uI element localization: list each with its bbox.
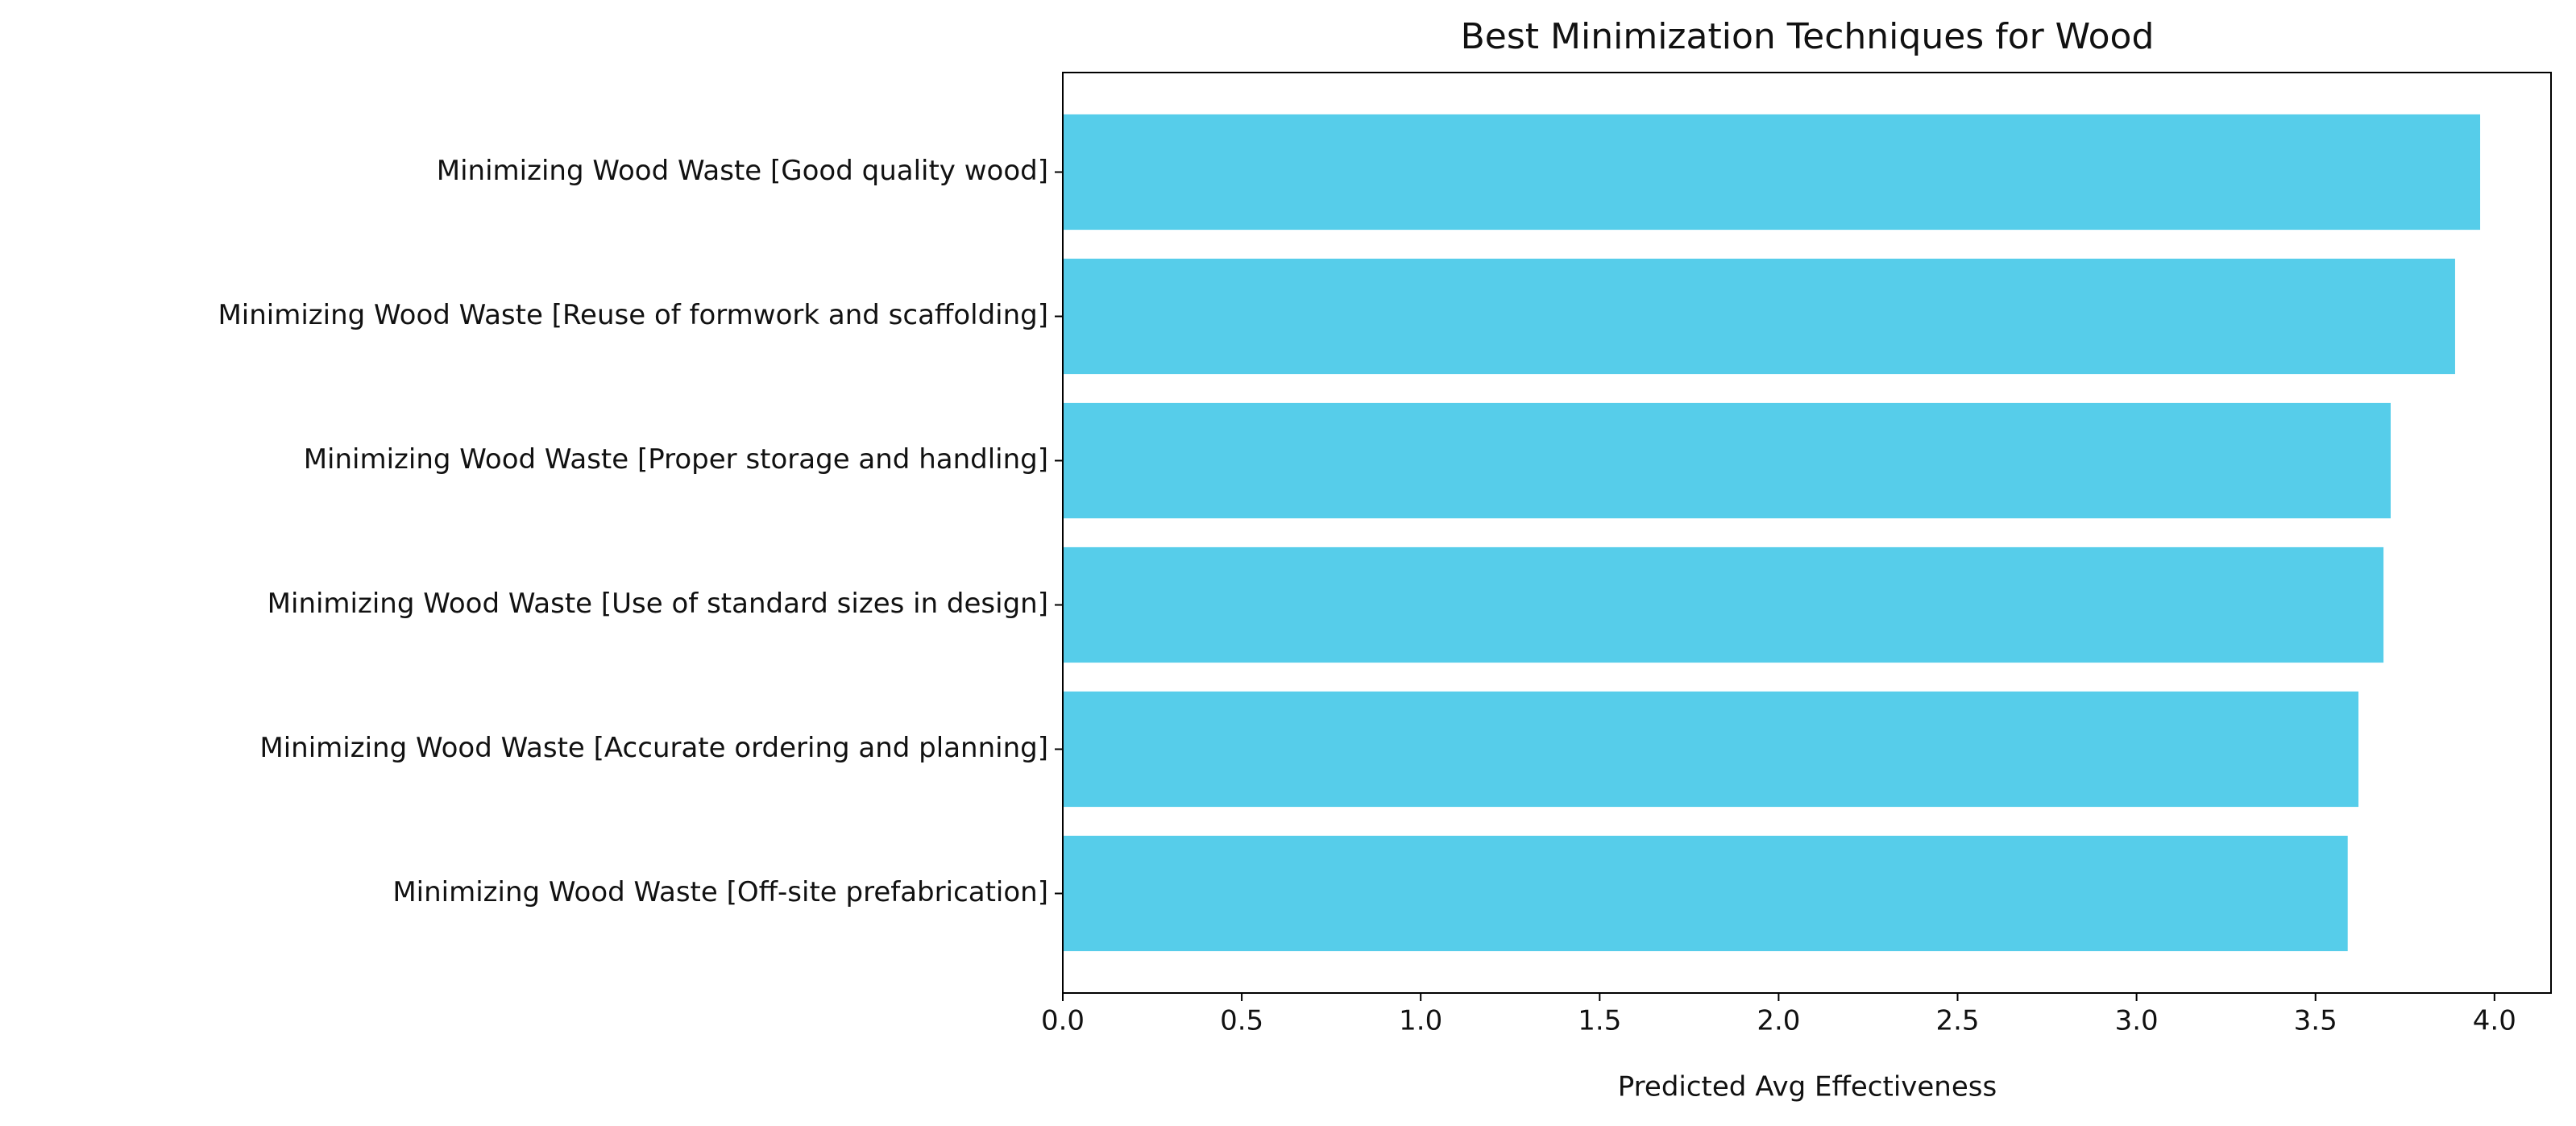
- bar: [1063, 835, 2348, 952]
- x-tick-label: 2.5: [1935, 1005, 1979, 1037]
- x-tick-label: 3.0: [2115, 1005, 2159, 1037]
- x-tick-label: 3.5: [2294, 1005, 2337, 1037]
- bar: [1063, 258, 2455, 375]
- y-tick-label: Minimizing Wood Waste [Reuse of formwork…: [218, 299, 1048, 331]
- y-tick-label: Minimizing Wood Waste [Off-site prefabri…: [392, 876, 1048, 908]
- x-axis-label: Predicted Avg Effectiveness: [1618, 1071, 1997, 1103]
- x-tick-label: 4.0: [2473, 1005, 2516, 1037]
- plot-frame: [1062, 72, 2552, 994]
- x-tick-label: 2.0: [1757, 1005, 1800, 1037]
- x-tick-label: 0.0: [1041, 1005, 1085, 1037]
- x-tick-label: 1.0: [1399, 1005, 1442, 1037]
- bar: [1063, 691, 2359, 808]
- y-tick-label: Minimizing Wood Waste [Good quality wood…: [437, 155, 1048, 187]
- chart-title: Best Minimization Techniques for Wood: [1461, 16, 2155, 57]
- y-tick-label: Minimizing Wood Waste [Proper storage an…: [304, 443, 1048, 476]
- bar: [1063, 546, 2384, 663]
- y-tick-label: Minimizing Wood Waste [Use of standard s…: [268, 588, 1048, 620]
- y-tick-label: Minimizing Wood Waste [Accurate ordering…: [259, 732, 1048, 764]
- bar: [1063, 402, 2391, 519]
- x-tick-label: 1.5: [1578, 1005, 1621, 1037]
- x-tick-label: 0.5: [1220, 1005, 1263, 1037]
- bar: [1063, 114, 2481, 231]
